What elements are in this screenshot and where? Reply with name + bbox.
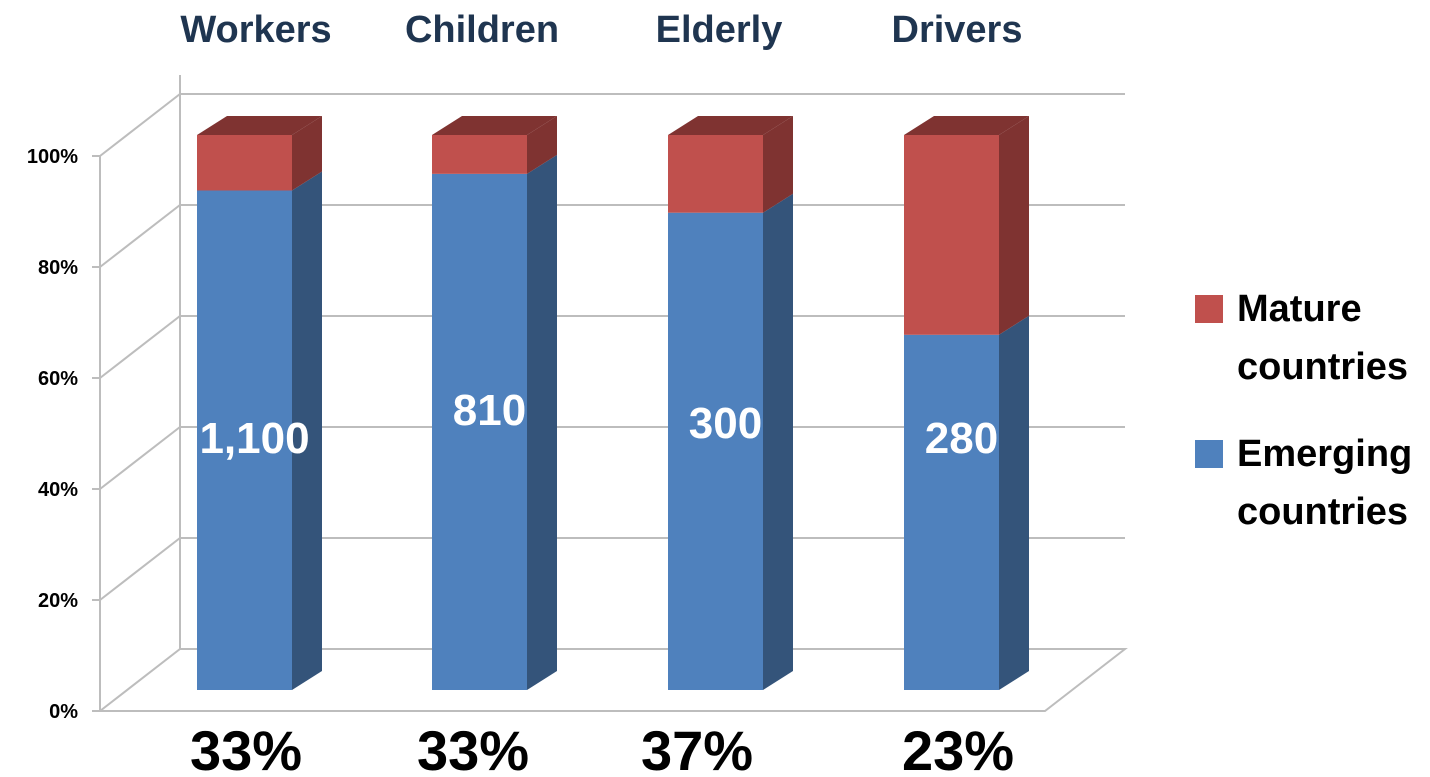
gridlines [99,93,1125,601]
bottom-labels: 33% 33% 37% 23% [190,719,1014,777]
legend-swatch [1195,440,1223,468]
gridline [99,93,1125,157]
bar-value-label: 300 [689,399,762,448]
bar-segment-side [527,154,557,691]
y-tick-label: 100% [27,146,78,168]
bar-segment [668,135,763,213]
bar-top [432,116,557,135]
bottom-percentage-label: 23% [902,719,1014,777]
y-axis-ticks: 0% 20% 40% 60% 80% 100% [27,146,100,723]
floor-outline [99,648,1128,712]
gridline [99,204,1125,268]
bar-segment-side [527,116,557,174]
bar-segment [668,212,763,690]
legend-swatch [1195,295,1223,323]
bar-value-label: 1,100 [199,414,309,463]
category-title: Drivers [892,9,1023,51]
gridline [99,315,1125,379]
category-title: Elderly [656,9,783,51]
bar-segment-side [292,171,322,690]
gridline [99,537,1125,601]
chart-walls [99,75,1128,712]
bar-segment [432,135,527,174]
bottom-percentage-label: 33% [190,719,302,777]
bar-segment [197,190,292,690]
legend-label: countries [1237,346,1408,388]
bottom-percentage-label: 33% [417,719,529,777]
bars: 1,100 810 300 280 [197,116,1029,691]
bar-value-label: 810 [453,386,526,435]
bar-segment-side [292,116,322,191]
bar-top [668,116,793,135]
legend-label: Mature [1237,288,1362,330]
bar-segment [197,135,292,191]
bar-segment [904,135,999,335]
bar-segment [432,173,527,691]
y-tick-label: 80% [38,257,78,279]
y-tick-label: 20% [38,590,78,612]
bar-top [904,116,1029,135]
bar-segment-side [999,116,1029,335]
y-tick-label: 60% [38,368,78,390]
category-title: Workers [180,9,331,51]
y-tick-label: 0% [49,701,78,723]
bottom-percentage-label: 37% [641,719,753,777]
gridline [99,426,1125,490]
bar-top [197,116,322,135]
bar-value-label: 280 [925,414,998,463]
y-tick-label: 40% [38,479,78,501]
bar-segment-side [763,116,793,213]
category-title: Children [405,9,559,51]
category-titles: Workers Children Elderly Drivers [180,9,1022,51]
legend-label: countries [1237,491,1408,533]
bar-segment-side [999,315,1029,690]
legend-label: Emerging [1237,433,1412,475]
legend: Mature countries Emerging countries [1195,288,1412,533]
bar-segment-side [763,193,793,690]
bar-segment [904,334,999,690]
